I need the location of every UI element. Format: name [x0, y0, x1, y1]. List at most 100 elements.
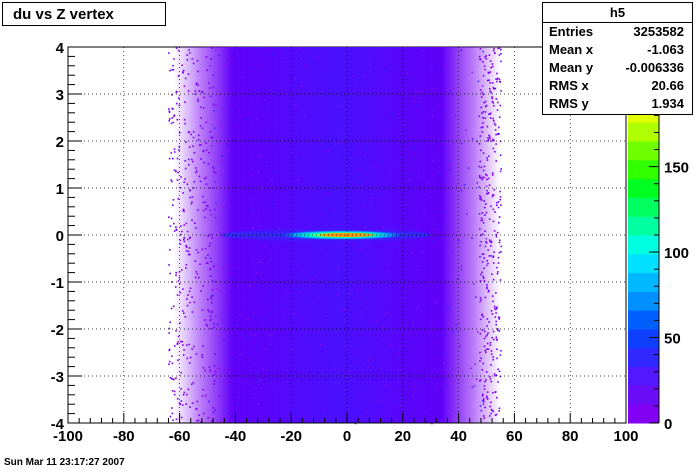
- core-point: [230, 287, 232, 289]
- sparse-point: [495, 78, 497, 80]
- core-point: [224, 248, 227, 251]
- core-point: [482, 403, 485, 405]
- core-point: [328, 150, 330, 152]
- core-point: [266, 161, 268, 163]
- sparse-point: [491, 172, 494, 174]
- sparse-point: [483, 280, 486, 282]
- core-point: [249, 49, 251, 51]
- sparse-point: [205, 323, 208, 326]
- sparse-point: [187, 253, 190, 256]
- sparse-point: [483, 267, 485, 270]
- sparse-point: [172, 157, 174, 160]
- sparse-point: [201, 354, 203, 356]
- sparse-point: [493, 373, 496, 375]
- sparse-point: [486, 192, 488, 195]
- sparse-point: [493, 122, 496, 125]
- sparse-point: [491, 96, 493, 98]
- sparse-point: [484, 406, 486, 409]
- sparse-point: [185, 244, 187, 247]
- sparse-point: [207, 205, 209, 208]
- sparse-point: [481, 369, 483, 371]
- sparse-point: [478, 174, 481, 177]
- core-point: [360, 307, 362, 310]
- sparse-point: [215, 104, 217, 107]
- core-point: [473, 385, 476, 387]
- core-point: [393, 331, 396, 333]
- sparse-point: [201, 248, 204, 251]
- sparse-point: [211, 310, 213, 313]
- sparse-point: [204, 201, 207, 204]
- core-point: [280, 279, 283, 281]
- sparse-point: [170, 179, 172, 181]
- sparse-point: [494, 391, 497, 393]
- core-point: [465, 129, 467, 131]
- core-point: [404, 290, 407, 293]
- axes: -100 -80 -60 -40 -20 0 20 40 60 80 100 -4 -3 -2 -1 0 1 2 3…: [51, 40, 639, 445]
- sparse-point: [208, 245, 211, 247]
- sparse-point: [194, 276, 197, 279]
- sparse-point: [172, 199, 175, 201]
- sparse-point: [487, 138, 490, 141]
- sparse-point: [209, 275, 212, 278]
- core-point: [460, 268, 463, 271]
- core-point: [444, 109, 446, 111]
- sparse-point: [205, 262, 208, 264]
- sparse-point: [486, 140, 488, 142]
- sparse-point: [500, 204, 502, 206]
- sparse-point: [203, 96, 205, 99]
- core-point: [281, 147, 283, 149]
- core-point: [337, 294, 339, 296]
- sparse-point: [484, 111, 487, 113]
- core-point: [300, 58, 303, 60]
- core-point: [236, 281, 239, 283]
- x-tick-label: 0: [343, 428, 351, 445]
- core-point: [431, 88, 433, 90]
- core-point: [270, 337, 273, 339]
- core-point: [254, 369, 257, 372]
- sparse-point: [214, 353, 216, 355]
- sparse-point: [210, 260, 213, 263]
- sparse-point: [205, 149, 208, 151]
- core-point: [391, 329, 393, 331]
- core-point: [449, 160, 451, 162]
- core-point: [208, 400, 210, 403]
- sparse-point: [186, 54, 188, 56]
- core-point: [276, 124, 279, 127]
- sparse-point: [210, 233, 212, 236]
- core-point: [408, 178, 411, 181]
- core-point: [399, 396, 402, 398]
- core-point: [372, 165, 374, 168]
- sparse-point: [483, 330, 486, 333]
- core-point: [437, 66, 440, 68]
- sparse-point: [498, 407, 501, 410]
- core-point: [479, 256, 481, 258]
- sparse-point: [191, 219, 193, 221]
- core-point: [298, 257, 301, 259]
- core-point: [294, 103, 296, 106]
- core-point: [361, 98, 364, 100]
- sparse-point: [492, 358, 494, 361]
- core-point: [255, 272, 258, 274]
- core-point: [223, 339, 225, 342]
- core-point: [326, 156, 329, 159]
- core-point: [449, 91, 452, 94]
- sparse-point: [497, 381, 499, 383]
- sparse-point: [173, 222, 175, 225]
- sparse-point: [498, 54, 501, 56]
- sparse-point: [188, 146, 191, 148]
- core-point: [298, 318, 301, 321]
- sparse-point: [192, 381, 195, 384]
- sparse-point: [490, 205, 492, 208]
- sparse-point: [499, 81, 502, 83]
- sparse-point: [199, 125, 202, 127]
- core-point: [358, 260, 360, 262]
- sparse-point: [185, 222, 188, 225]
- core-point: [388, 311, 390, 313]
- sparse-point: [495, 374, 498, 376]
- sparse-point: [478, 143, 481, 145]
- core-point: [479, 405, 482, 407]
- sparse-point: [211, 420, 213, 422]
- sparse-point: [493, 87, 495, 90]
- sparse-point: [172, 204, 174, 206]
